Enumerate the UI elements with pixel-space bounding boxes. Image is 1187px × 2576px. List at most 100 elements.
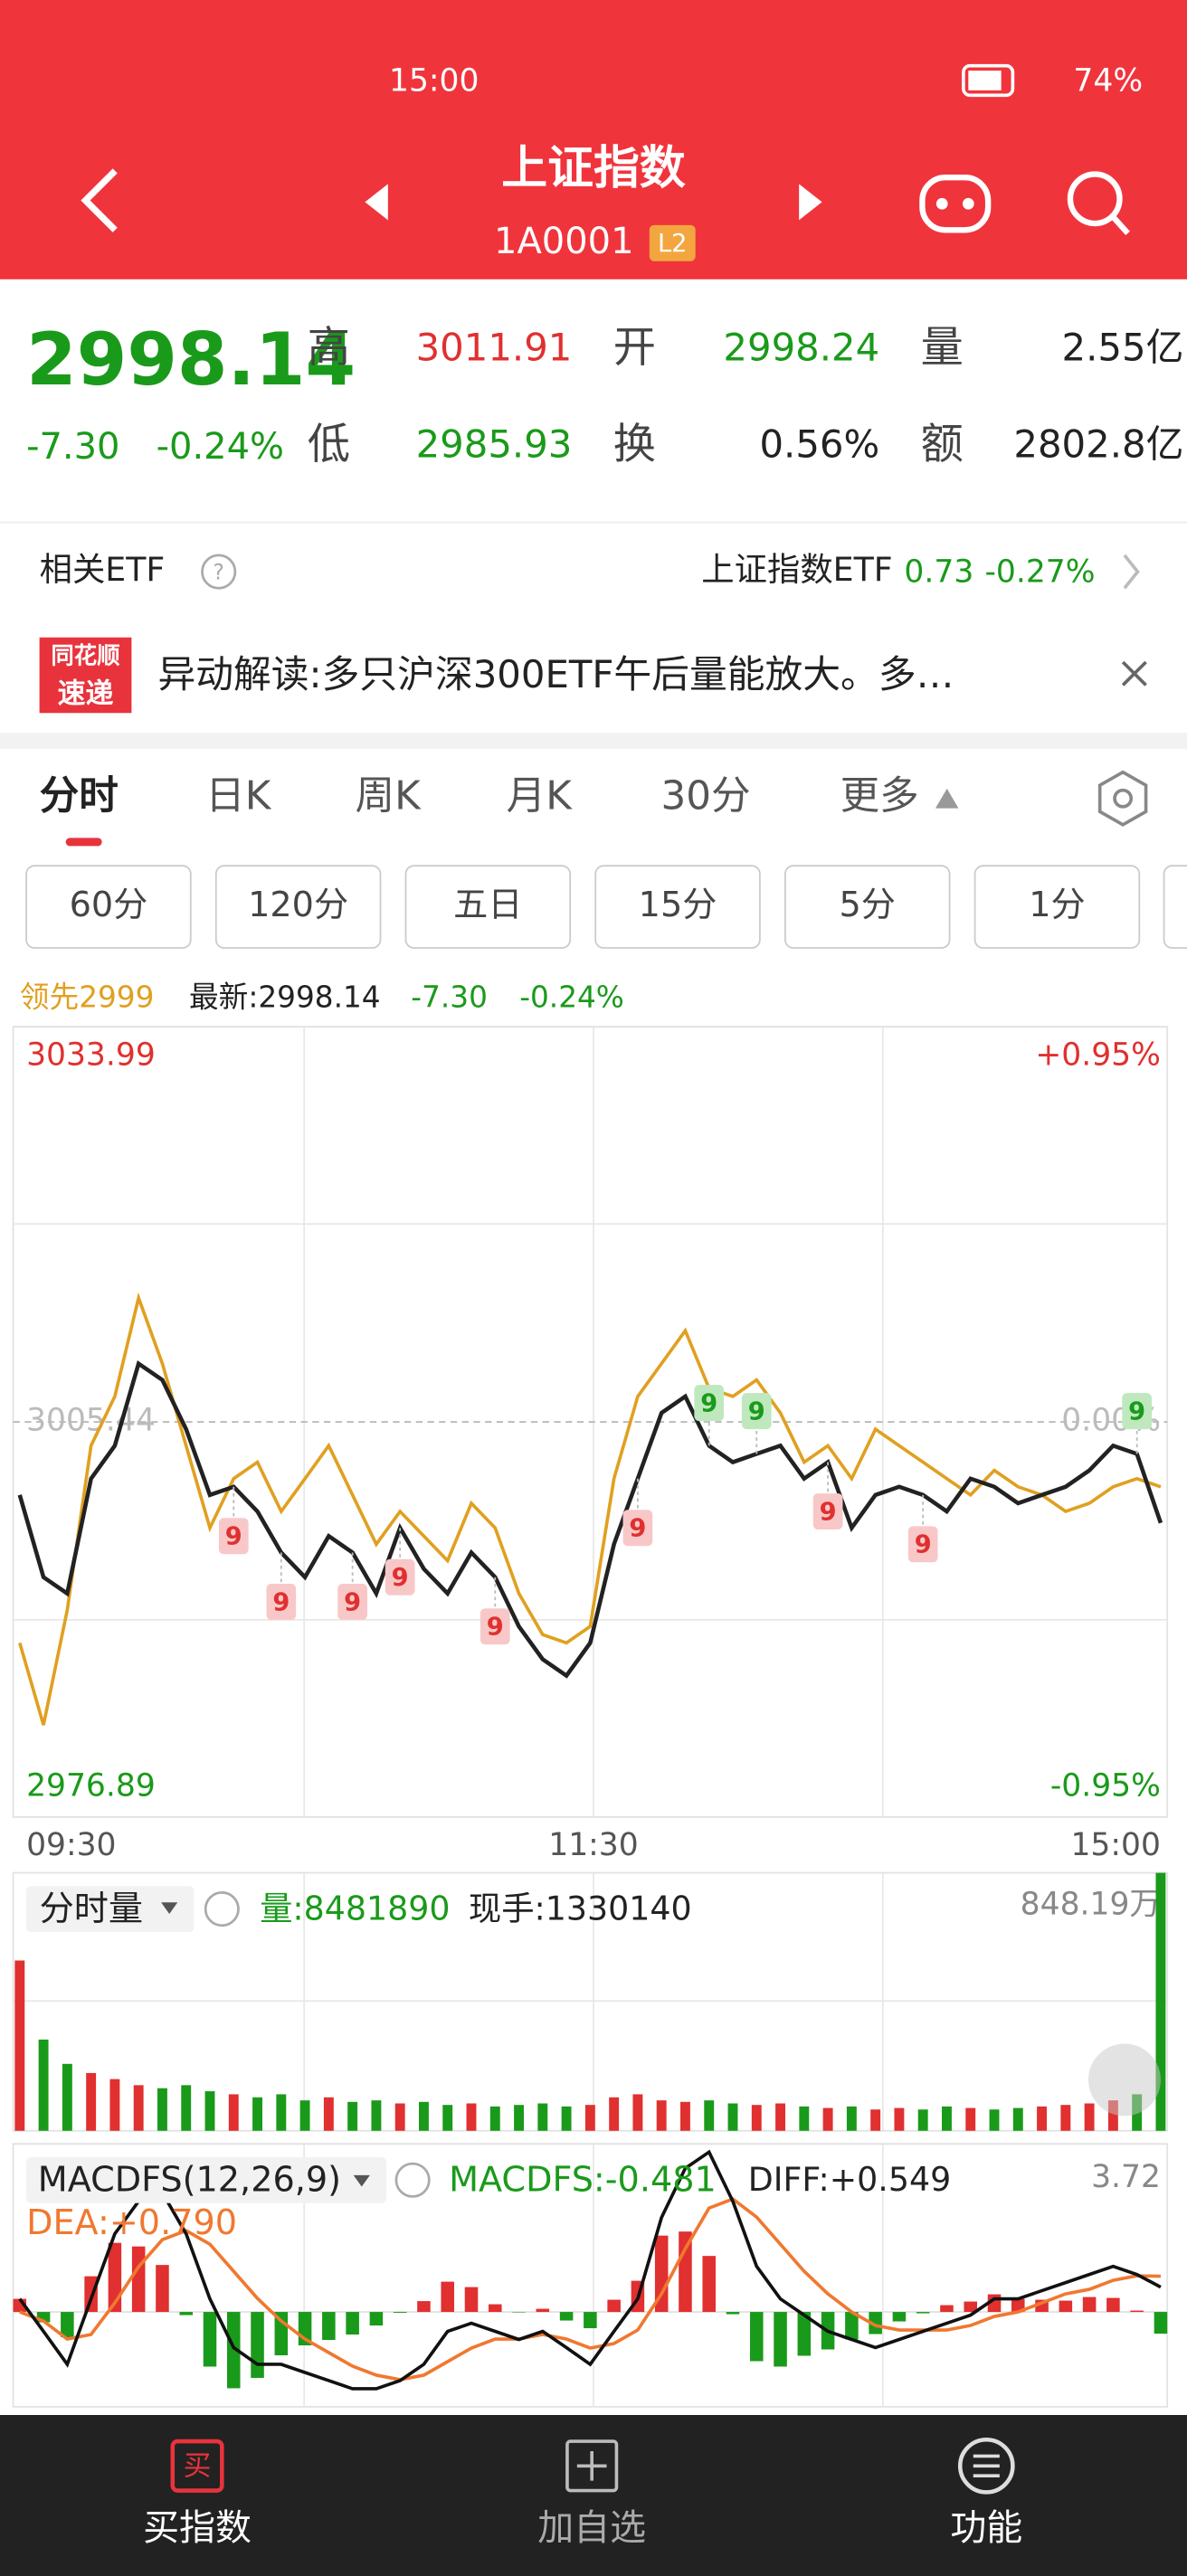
menu-icon[interactable]: [957, 2437, 1015, 2495]
tab[interactable]: 周K: [356, 774, 423, 819]
badge: L2: [658, 230, 688, 258]
tab[interactable]: 日K: [205, 774, 272, 819]
tab-underline: [65, 838, 102, 847]
back-button[interactable]: [81, 168, 118, 232]
macd-bar: [464, 2287, 479, 2313]
volume-bar: [1060, 2105, 1071, 2131]
status-icons: [962, 63, 1015, 98]
volume-bar: [1107, 2100, 1118, 2131]
status-time: 15:00: [389, 62, 479, 99]
etf-label: 相关ETF: [40, 550, 166, 589]
volume-title: 分时量: [40, 1889, 143, 1928]
help-icon[interactable]: [201, 554, 237, 590]
macd-bar: [156, 2265, 169, 2313]
settings-icon[interactable]: [1097, 770, 1148, 827]
volume-bar: [584, 2105, 595, 2131]
y-tick-label: 3.72: [1091, 2159, 1161, 2195]
x-tick-label: 09:30: [26, 1827, 116, 1863]
period-button[interactable]: [783, 865, 951, 949]
search-icon[interactable]: [1067, 171, 1130, 236]
macd-bar: [1106, 2297, 1120, 2313]
field-label: 量: [921, 323, 964, 373]
close-button[interactable]: [1121, 660, 1147, 687]
volume-bar: [419, 2101, 429, 2131]
change-pct: -0.24%: [157, 426, 284, 468]
macd-bar: [774, 2312, 787, 2367]
tab[interactable]: 更多: [840, 774, 919, 819]
nav-label[interactable]: 功能: [950, 2507, 1022, 2549]
field-value: 2985.93: [416, 422, 573, 467]
macd-bar: [1130, 2310, 1144, 2313]
etf-price: 0.73: [904, 554, 973, 590]
macd-bar: [226, 2312, 241, 2389]
volume-bar: [751, 2105, 762, 2131]
volume-title-bg[interactable]: [26, 1886, 195, 1932]
volume-bar: [204, 2091, 215, 2131]
next-button[interactable]: [799, 184, 822, 221]
macd-title-bg[interactable]: [26, 2156, 387, 2203]
etf-change: -0.27%: [984, 554, 1095, 590]
expand-button[interactable]: [1087, 2043, 1161, 2117]
nine-mark: 9: [748, 1397, 765, 1425]
legend-lead: 领先2999: [20, 980, 155, 1014]
price: 2998.14: [26, 317, 356, 402]
x-tick-label: 11:30: [548, 1827, 638, 1863]
macd-bar: [322, 2312, 336, 2341]
news-text[interactable]: 异动解读:多只沪深300ETF午后量能放大。多…: [157, 652, 954, 696]
macd-bar: [845, 2312, 859, 2340]
tab[interactable]: 月K: [507, 774, 574, 819]
macd-legend: MACDFS:-0.481: [449, 2160, 717, 2200]
macd-bar: [702, 2256, 717, 2313]
nine-mark: 9: [629, 1515, 646, 1543]
nav-label[interactable]: 买指数: [143, 2507, 252, 2549]
macd-bar: [1082, 2297, 1097, 2313]
buy-icon[interactable]: [170, 2439, 224, 2493]
etf-name[interactable]: 上证指数ETF: [701, 550, 892, 589]
volume-bar: [489, 2106, 500, 2131]
period-button[interactable]: [214, 865, 382, 949]
add-icon[interactable]: [565, 2439, 619, 2493]
nine-mark: 9: [915, 1531, 932, 1559]
period-button[interactable]: [973, 865, 1141, 949]
period-button[interactable]: [594, 865, 761, 949]
field-value: 2.55亿: [1062, 325, 1184, 369]
y-tick-label: 3005.44: [26, 1403, 156, 1439]
menu-lines: [973, 2454, 1000, 2478]
tab[interactable]: 30分: [661, 774, 751, 819]
x-tick-label: 15:00: [1070, 1827, 1160, 1863]
macd-bar: [179, 2312, 193, 2316]
macd-bar: [584, 2312, 597, 2329]
prev-button[interactable]: [365, 184, 388, 221]
volume-bar: [870, 2109, 881, 2131]
macd-bar: [369, 2312, 384, 2326]
nav-label[interactable]: 加自选: [537, 2507, 646, 2549]
volume-bar: [846, 2106, 857, 2131]
help-icon[interactable]: [394, 2162, 431, 2198]
macd-bar: [1154, 2312, 1168, 2334]
title: 上证指数: [501, 141, 686, 194]
tab[interactable]: 分时: [40, 774, 119, 819]
volume-bar: [1155, 1872, 1166, 2131]
chevron[interactable]: [1123, 554, 1140, 590]
volume-hand: 现手:1330140: [469, 1889, 692, 1927]
buy-icon-text: 买: [184, 2450, 212, 2483]
help-icon[interactable]: [204, 1891, 240, 1927]
macd-legend: DEA:+0.790: [26, 2202, 237, 2242]
macd-bar: [964, 2301, 978, 2313]
price-line: [17, 1359, 1163, 1679]
period-button[interactable]: [25, 865, 192, 949]
news-badge: [39, 637, 132, 714]
macd-bar: [251, 2312, 264, 2378]
volume-bar: [442, 2105, 453, 2131]
robot-icon[interactable]: [919, 174, 992, 233]
nine-mark-bg: [337, 1583, 367, 1620]
period-button[interactable]: [404, 865, 572, 949]
period-button-partial: [1163, 865, 1187, 949]
nine-mark-bg: [1122, 1393, 1153, 1430]
nine-mark: 9: [225, 1523, 242, 1551]
macd-title: MACDFS(12,26,9): [38, 2160, 341, 2200]
volume-total: 量:8481890: [260, 1889, 450, 1927]
nine-mark-bg: [812, 1493, 843, 1530]
volume-bar: [109, 2079, 120, 2131]
